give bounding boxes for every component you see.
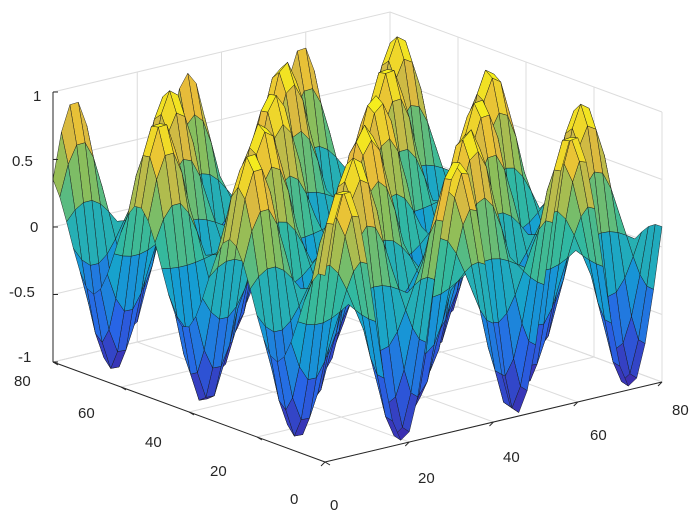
y-tick-label-40: 40 bbox=[145, 434, 162, 451]
surface bbox=[52, 36, 663, 441]
z-tick-label-1: 1 bbox=[33, 88, 41, 105]
grid-line bbox=[305, 301, 578, 403]
x-tick-label-20: 20 bbox=[418, 470, 435, 487]
x-tick-label-80: 80 bbox=[672, 402, 689, 419]
x-tick bbox=[489, 421, 494, 427]
y-tick-label-0: 0 bbox=[290, 491, 298, 508]
z-tick-label-neg05: -0.5 bbox=[9, 284, 35, 301]
z-tick-label-05: 0.5 bbox=[12, 153, 33, 170]
surface-patch bbox=[317, 223, 334, 276]
y-tick bbox=[120, 386, 127, 391]
y-tick-label-80: 80 bbox=[14, 373, 31, 390]
axes bbox=[52, 91, 663, 467]
x-tick bbox=[573, 401, 579, 407]
grid-line bbox=[52, 11, 663, 113]
y-tick bbox=[188, 411, 195, 416]
x-tick-label-0: 0 bbox=[330, 497, 338, 514]
x-tick-label-60: 60 bbox=[590, 427, 607, 444]
x-tick bbox=[657, 381, 663, 387]
y-tick-label-20: 20 bbox=[210, 463, 227, 480]
y-tick-label-60: 60 bbox=[78, 405, 95, 422]
grid-line bbox=[188, 331, 527, 413]
x-tick-label-40: 40 bbox=[503, 449, 520, 466]
y-tick bbox=[324, 461, 331, 466]
y-tick bbox=[256, 436, 263, 441]
z-tick-label-neg1: -1 bbox=[18, 349, 31, 366]
x-tick bbox=[320, 461, 326, 467]
x-tick bbox=[404, 441, 410, 447]
z-tick-label-0: 0 bbox=[30, 219, 38, 236]
